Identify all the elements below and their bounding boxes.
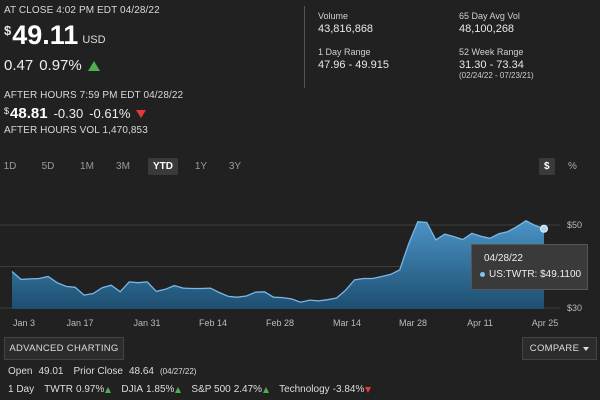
x-tick-label: Jan 3 xyxy=(13,318,35,328)
compare-item-value: 0.97% xyxy=(76,384,105,395)
compare-item-label: TWTR xyxy=(44,384,74,395)
x-tick-label: Feb 28 xyxy=(266,318,294,328)
after-hours-label: AFTER HOURS 7:59 PM EDT 04/28/22 xyxy=(4,90,184,101)
open-value: 49.01 xyxy=(38,366,64,377)
compare-item-value: -3.84% xyxy=(332,384,365,395)
chevron-down-icon xyxy=(583,346,590,351)
compare-item-value: 2.47% xyxy=(233,384,263,395)
compare-button[interactable]: COMPARE xyxy=(522,337,597,360)
stat-52-week-range: 52 Week Range 31.30 - 73.34 (02/24/22 - … xyxy=(459,47,534,80)
after-hours-change: -0.30 xyxy=(53,106,84,121)
price-change-percent: 0.97% xyxy=(39,57,82,74)
price-change: 0.47 xyxy=(4,57,34,74)
advanced-charting-button[interactable]: ADVANCED CHARTING xyxy=(4,337,124,360)
up-arrow-icon xyxy=(87,60,100,71)
x-tick-label: Apr 11 xyxy=(467,318,493,328)
down-arrow-icon xyxy=(365,386,372,393)
stat-day-range-label: 1 Day Range xyxy=(318,47,371,57)
currency-code: USD xyxy=(82,34,106,46)
after-hours-price: 48.81 xyxy=(10,105,48,122)
tab-3m[interactable]: 3M xyxy=(116,161,130,172)
compare-item-label: DJIA xyxy=(121,384,144,395)
compare-item-label: S&P 500 xyxy=(191,384,231,395)
stat-52-week-value: 31.30 - 73.34 xyxy=(459,59,524,71)
x-tick-label: Mar 28 xyxy=(399,318,427,328)
range-tabs: 1D 5D 1M 3M YTD 1Y 3Y xyxy=(0,158,248,175)
after-hours-change-percent: -0.61% xyxy=(89,106,131,121)
tab-1d[interactable]: 1D xyxy=(3,161,17,172)
dollar-unit-button[interactable]: $ xyxy=(539,158,555,175)
last-price: 49.11 xyxy=(12,20,79,50)
compare-performance-row: 1 Day TWTR 0.97% DJIA 1.85% S&P 500 2.47… xyxy=(8,384,372,395)
chart-tooltip: 04/28/22 US:TWTR: $49.1100 xyxy=(471,244,588,290)
x-tick-label: Feb 14 xyxy=(199,318,227,328)
open-prior-close-row: Open 49.01 Prior Close 48.64 (04/27/22) xyxy=(8,366,196,377)
prior-close-date: (04/27/22) xyxy=(160,367,197,376)
close-time-label: AT CLOSE 4:02 PM EDT 04/28/22 xyxy=(4,5,160,16)
tab-3y[interactable]: 3Y xyxy=(228,161,242,172)
up-arrow-icon xyxy=(105,386,112,393)
up-arrow-icon xyxy=(263,386,270,393)
after-hours-currency-symbol: $ xyxy=(4,105,10,116)
price-area xyxy=(12,220,544,309)
price-currency-symbol: $ xyxy=(4,23,12,38)
stat-volume: Volume 43,816,868 xyxy=(318,11,373,35)
price-change-row: 0.47 0.97% xyxy=(4,57,100,74)
stats-divider xyxy=(304,6,305,88)
price-block: $ 49.11 USD xyxy=(4,20,106,50)
tab-1m[interactable]: 1M xyxy=(80,161,94,172)
prior-close-value: 48.64 xyxy=(128,366,154,377)
compare-item-label: Technology xyxy=(279,384,330,395)
y-tick-label: $50 xyxy=(567,220,582,230)
stat-52-week-label: 52 Week Range xyxy=(459,47,524,57)
tab-ytd[interactable]: YTD xyxy=(148,158,178,175)
x-tick-label: Mar 14 xyxy=(333,318,361,328)
tooltip-series-row: US:TWTR: $49.1100 xyxy=(480,269,581,280)
y-tick-label: $30 xyxy=(567,303,582,313)
after-hours-row: $ 48.81 -0.30 -0.61% xyxy=(4,105,147,122)
down-arrow-icon xyxy=(136,109,147,118)
x-axis-ticks: Jan 3 Jan 17 Jan 31 Feb 14 Feb 28 Mar 14 Mar 2… xyxy=(13,318,558,328)
compare-item-value: 1.85% xyxy=(146,384,175,395)
price-line xyxy=(11,220,545,303)
after-hours-volume: AFTER HOURS VOL 1,470,853 xyxy=(4,125,148,136)
x-tick-label: Apr 25 xyxy=(532,318,559,328)
open-label: Open xyxy=(8,366,33,377)
last-point-marker xyxy=(540,224,548,233)
stat-avg-volume-label: 65 Day Avg Vol xyxy=(459,11,520,21)
stat-52-week-dates: (02/24/22 - 07/23/21) xyxy=(459,71,534,80)
series-dot-icon xyxy=(480,272,485,277)
compare-period: 1 Day xyxy=(8,384,35,395)
up-arrow-icon xyxy=(175,386,182,393)
tab-5d[interactable]: 5D xyxy=(41,161,55,172)
stat-avg-volume: 65 Day Avg Vol 48,100,268 xyxy=(459,11,520,35)
compare-button-label: COMPARE xyxy=(529,343,580,354)
tooltip-date: 04/28/22 xyxy=(484,253,523,264)
percent-unit-button[interactable]: % xyxy=(568,161,577,172)
stat-volume-value: 43,816,868 xyxy=(318,23,374,35)
prior-close-label: Prior Close xyxy=(73,366,123,377)
stat-day-range-value: 47.96 - 49.915 xyxy=(318,59,389,71)
stat-volume-label: Volume xyxy=(318,11,349,21)
stat-day-range: 1 Day Range 47.96 - 49.915 xyxy=(318,47,389,71)
x-tick-label: Jan 17 xyxy=(66,318,93,328)
stat-avg-volume-value: 48,100,268 xyxy=(459,23,515,35)
x-tick-label: Jan 31 xyxy=(133,318,160,328)
tab-1y[interactable]: 1Y xyxy=(194,161,208,172)
tooltip-series-value: US:TWTR: $49.1100 xyxy=(489,269,582,280)
